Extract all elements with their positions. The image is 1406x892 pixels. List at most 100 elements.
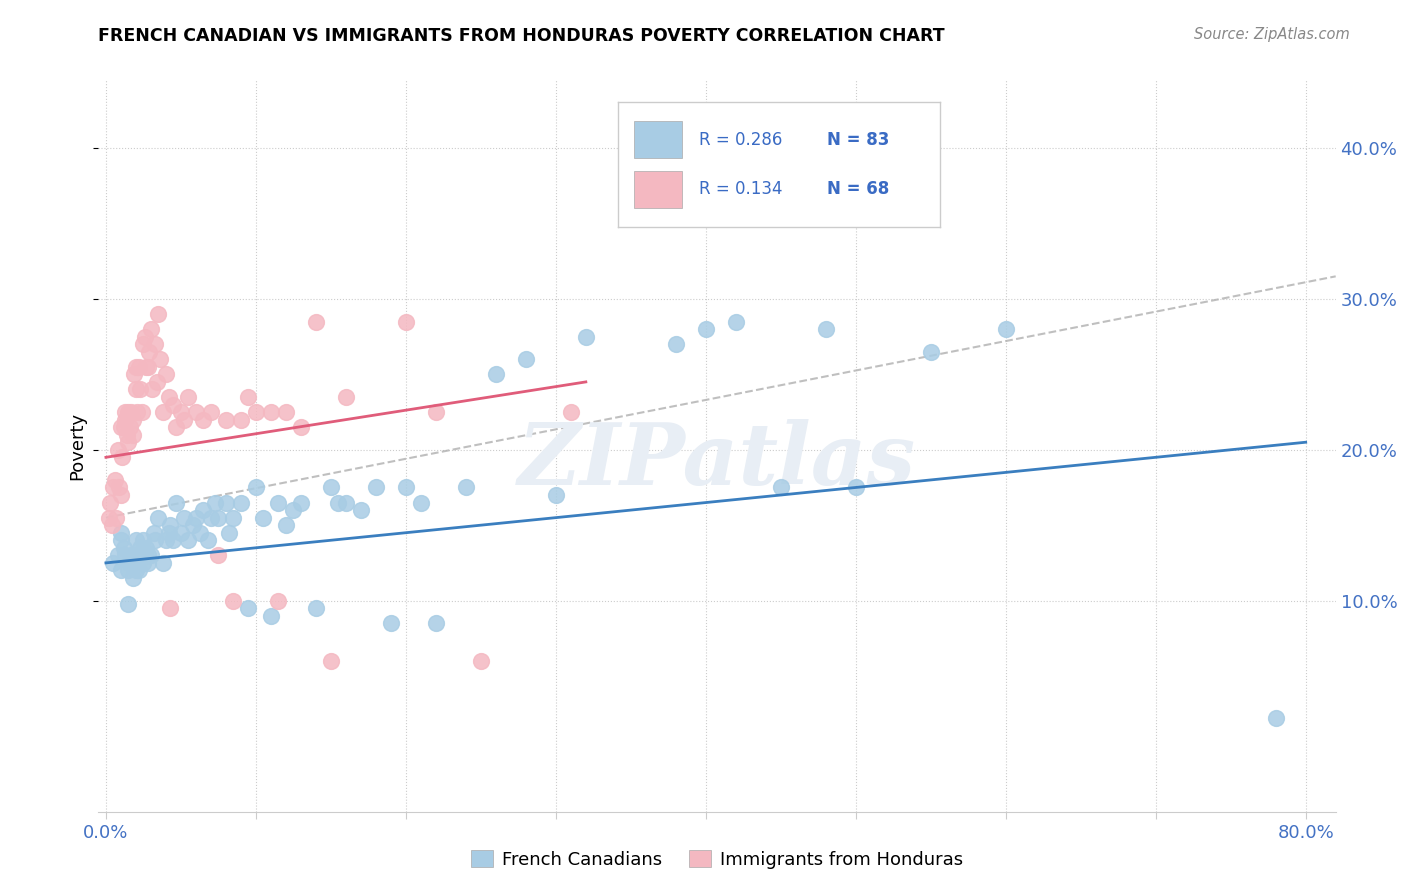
Point	[200, 405, 222, 419]
Point	[274, 518, 297, 533]
Point	[173, 412, 195, 426]
Point	[125, 549, 148, 563]
Point	[110, 563, 132, 577]
Point	[132, 556, 155, 570]
Point	[245, 405, 267, 419]
Point	[193, 412, 215, 426]
Point	[128, 359, 150, 374]
Point	[177, 533, 200, 548]
Point	[994, 322, 1017, 336]
Point	[222, 593, 245, 607]
Point	[1264, 711, 1286, 725]
Point	[117, 405, 139, 419]
Point	[104, 473, 127, 487]
Point	[215, 412, 238, 426]
Point	[149, 352, 172, 367]
Point	[215, 495, 238, 509]
Point	[260, 405, 283, 419]
Point	[173, 510, 195, 524]
Point	[319, 480, 342, 494]
Point	[103, 556, 125, 570]
Point	[283, 503, 305, 517]
Point	[319, 654, 342, 668]
Point	[159, 601, 181, 615]
Point	[120, 405, 142, 419]
Point	[560, 405, 582, 419]
Text: FRENCH CANADIAN VS IMMIGRANTS FROM HONDURAS POVERTY CORRELATION CHART: FRENCH CANADIAN VS IMMIGRANTS FROM HONDU…	[98, 27, 945, 45]
Point	[290, 420, 312, 434]
Point	[252, 510, 274, 524]
Point	[920, 344, 942, 359]
Point	[136, 549, 159, 563]
Point	[122, 412, 145, 426]
Point	[124, 368, 146, 382]
Point	[267, 495, 290, 509]
Point	[181, 518, 204, 533]
Point	[162, 533, 184, 548]
Point	[138, 344, 160, 359]
Point	[110, 525, 132, 540]
Point	[103, 480, 125, 494]
Point	[485, 368, 508, 382]
Point	[117, 597, 139, 611]
Point	[335, 390, 357, 404]
Point	[136, 359, 159, 374]
Point	[207, 510, 229, 524]
Y-axis label: Poverty: Poverty	[69, 412, 87, 480]
Point	[129, 383, 152, 397]
Point	[120, 549, 142, 563]
Point	[125, 383, 148, 397]
Point	[128, 549, 150, 563]
Point	[575, 329, 598, 343]
Point	[112, 420, 135, 434]
Point	[105, 510, 128, 524]
Point	[129, 541, 152, 555]
Point	[515, 352, 537, 367]
Point	[125, 533, 148, 548]
Point	[335, 495, 357, 509]
Point	[152, 556, 174, 570]
Point	[184, 510, 207, 524]
Point	[665, 337, 688, 351]
Point	[114, 412, 136, 426]
Point	[100, 495, 122, 509]
Point	[157, 525, 180, 540]
Point	[200, 510, 222, 524]
Point	[139, 549, 162, 563]
Point	[409, 495, 432, 509]
Point	[814, 322, 837, 336]
Point	[207, 549, 229, 563]
Point	[620, 209, 643, 223]
Point	[125, 563, 148, 577]
Point	[114, 405, 136, 419]
Point	[395, 315, 418, 329]
Point	[238, 390, 260, 404]
Point	[328, 495, 350, 509]
Point	[146, 375, 169, 389]
Point	[193, 503, 215, 517]
Point	[218, 525, 240, 540]
Point	[141, 383, 163, 397]
Point	[170, 525, 193, 540]
Point	[425, 616, 447, 631]
Point	[222, 510, 245, 524]
Point	[260, 608, 283, 623]
Point	[132, 533, 155, 548]
Point	[364, 480, 387, 494]
Point	[245, 480, 267, 494]
Point	[142, 525, 165, 540]
Point	[107, 442, 129, 457]
Point	[122, 571, 145, 585]
Point	[395, 480, 418, 494]
Point	[117, 435, 139, 450]
Text: Source: ZipAtlas.com: Source: ZipAtlas.com	[1194, 27, 1350, 42]
Point	[125, 359, 148, 374]
Point	[238, 601, 260, 615]
Point	[110, 533, 132, 548]
Point	[111, 450, 134, 465]
Point	[122, 556, 145, 570]
Point	[118, 556, 141, 570]
Point	[115, 427, 138, 442]
Point	[204, 495, 226, 509]
Point	[97, 510, 120, 524]
